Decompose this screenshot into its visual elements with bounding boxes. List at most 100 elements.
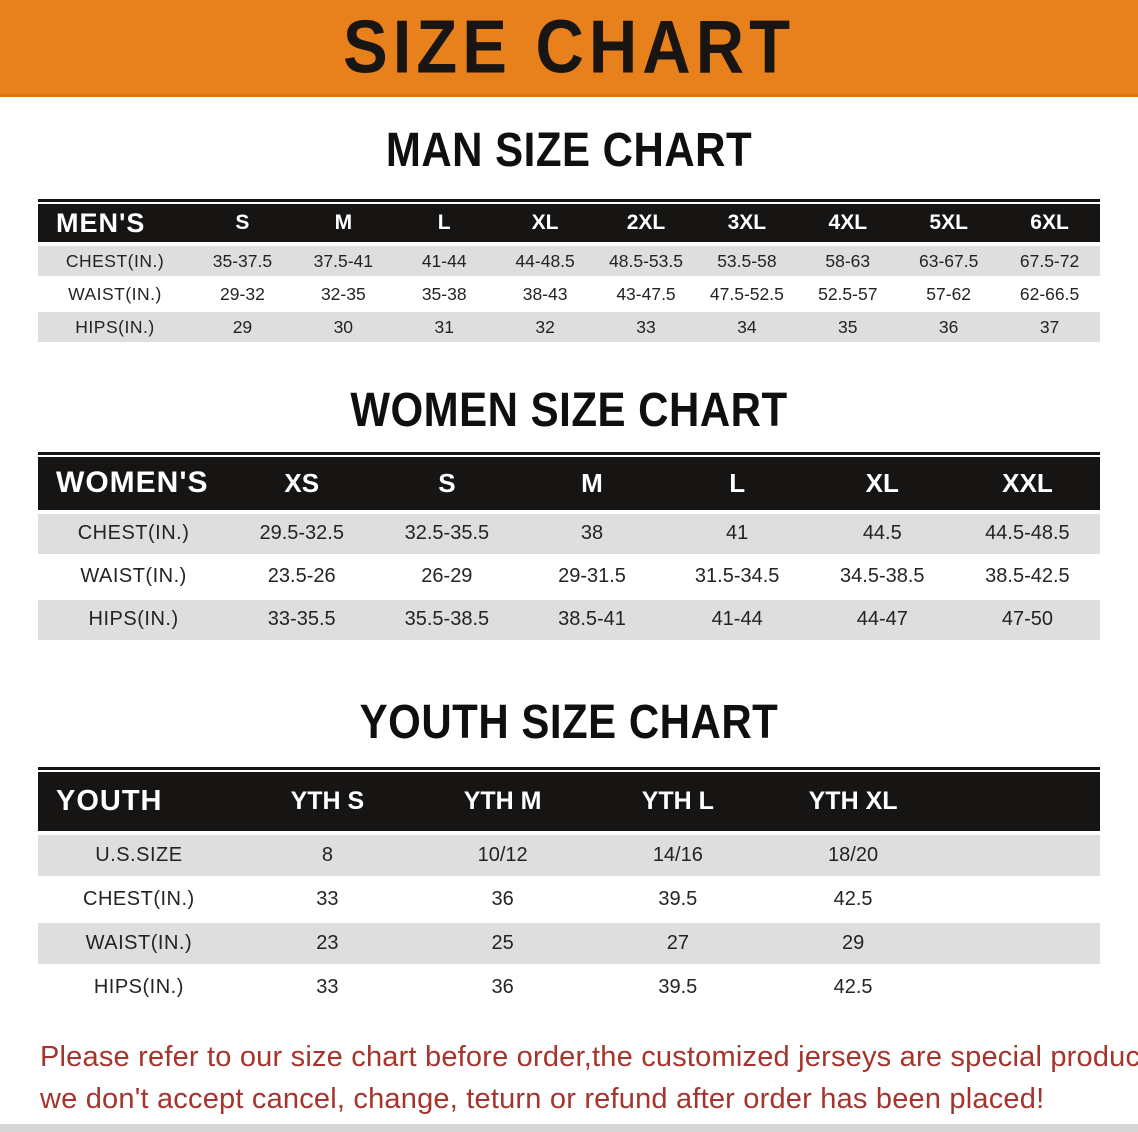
measurement-cell: 33 bbox=[239, 966, 415, 1011]
youth-size-section: YOUTH SIZE CHART YOUTH YTH S YTH M YTH L YTH… bbox=[0, 694, 1138, 1011]
measurement-cell: 38.5-41 bbox=[519, 599, 665, 643]
mens-table-wrap: MEN'S S M L XL 2XL 3XL 4XL 5XL 6XL CHEST(IN.) 35-37… bbox=[38, 199, 1100, 346]
measurement-cell: 35.5-38.5 bbox=[374, 599, 520, 643]
measurement-cell: 33 bbox=[595, 312, 697, 346]
size-column-header: M bbox=[292, 204, 394, 247]
measurement-cell: 52.5-57 bbox=[797, 279, 899, 313]
row-label: WAIST(IN.) bbox=[38, 279, 192, 313]
table-row: WAIST(IN.) 23 25 27 29 bbox=[38, 922, 1100, 967]
measurement-cell: 23.5-26 bbox=[229, 556, 375, 600]
size-column-header: S bbox=[374, 456, 520, 514]
measurement-cell: 53.5-58 bbox=[696, 246, 798, 280]
row-label: HIPS(IN.) bbox=[38, 312, 192, 346]
size-column-header: XXL bbox=[954, 456, 1100, 514]
measurement-cell: 37 bbox=[999, 312, 1100, 346]
measurement-cell: 29 bbox=[765, 922, 941, 967]
row-label: WAIST(IN.) bbox=[38, 922, 240, 967]
measurement-cell: 44-47 bbox=[809, 599, 955, 643]
table-row: HIPS(IN.) 29 30 31 32 33 34 35 36 37 bbox=[38, 312, 1100, 346]
table-header-row: MEN'S S M L XL 2XL 3XL 4XL 5XL 6XL bbox=[38, 204, 1100, 247]
table-row: U.S.SIZE 8 10/12 14/16 18/20 bbox=[38, 834, 1100, 879]
banner-title: SIZE CHART bbox=[343, 5, 795, 90]
size-chart-banner: SIZE CHART bbox=[0, 0, 1138, 97]
row-label: U.S.SIZE bbox=[38, 834, 240, 879]
measurement-cell: 41-44 bbox=[664, 599, 810, 643]
measurement-cell: 36 bbox=[415, 966, 591, 1011]
measurement-cell: 62-66.5 bbox=[999, 279, 1100, 313]
table-row: WAIST(IN.) 23.5-26 26-29 29-31.5 31.5-34.5 34… bbox=[38, 556, 1100, 600]
measurement-cell: 33-35.5 bbox=[229, 599, 375, 643]
measurement-cell: 36 bbox=[415, 878, 591, 923]
measurement-cell: 38 bbox=[519, 513, 665, 557]
measurement-cell: 57-62 bbox=[898, 279, 1000, 313]
row-label: HIPS(IN.) bbox=[38, 599, 230, 643]
measurement-cell: 32-35 bbox=[292, 279, 394, 313]
measurement-cell: 35-37.5 bbox=[191, 246, 293, 280]
measurement-cell: 41 bbox=[664, 513, 810, 557]
measurement-cell: 32.5-35.5 bbox=[374, 513, 520, 557]
women-size-section: WOMEN SIZE CHART WOMEN'S XS S M L XL XXL CHEST(… bbox=[0, 382, 1138, 643]
measurement-cell: 47.5-52.5 bbox=[696, 279, 798, 313]
measurement-cell: 44.5-48.5 bbox=[954, 513, 1100, 557]
table-row: HIPS(IN.) 33 36 39.5 42.5 bbox=[38, 966, 1100, 1011]
size-column-header: L bbox=[664, 456, 810, 514]
size-column-header: 5XL bbox=[898, 204, 1000, 247]
size-column-header: XS bbox=[229, 456, 375, 514]
size-column-header: L bbox=[393, 204, 495, 247]
measurement-cell: 38-43 bbox=[494, 279, 596, 313]
row-label: WAIST(IN.) bbox=[38, 556, 230, 600]
size-column-header: XL bbox=[809, 456, 955, 514]
measurement-cell: 44-48.5 bbox=[494, 246, 596, 280]
measurement-cell: 29-32 bbox=[191, 279, 293, 313]
measurement-cell: 29.5-32.5 bbox=[229, 513, 375, 557]
table-row: HIPS(IN.) 33-35.5 35.5-38.5 38.5-41 41-44 44-… bbox=[38, 599, 1100, 643]
youth-size-heading: YOUTH SIZE CHART bbox=[359, 693, 779, 749]
measurement-cell: 25 bbox=[415, 922, 591, 967]
table-header-row: YOUTH YTH S YTH M YTH L YTH XL bbox=[38, 771, 1100, 835]
measurement-cell: 47-50 bbox=[954, 599, 1100, 643]
measurement-cell: 26-29 bbox=[374, 556, 520, 600]
measurement-cell: 29-31.5 bbox=[519, 556, 665, 600]
measurement-cell: 42.5 bbox=[765, 966, 941, 1011]
size-column-header: YTH M bbox=[415, 771, 591, 835]
size-column-header: 3XL bbox=[696, 204, 798, 247]
mens-size-table: MEN'S S M L XL 2XL 3XL 4XL 5XL 6XL CHEST(IN.) 35-37… bbox=[38, 204, 1100, 346]
size-column-header: M bbox=[519, 456, 665, 514]
man-size-heading: MAN SIZE CHART bbox=[385, 122, 753, 177]
size-column-header: YTH XL bbox=[765, 771, 941, 835]
table-corner-label: YOUTH bbox=[38, 771, 240, 835]
measurement-cell: 31 bbox=[393, 312, 495, 346]
spacer-header bbox=[940, 771, 1100, 835]
spacer-cell bbox=[940, 922, 1100, 967]
measurement-cell: 48.5-53.5 bbox=[595, 246, 697, 280]
size-column-header: 2XL bbox=[595, 204, 697, 247]
women-size-heading: WOMEN SIZE CHART bbox=[350, 382, 788, 437]
measurement-cell: 18/20 bbox=[765, 834, 941, 879]
measurement-cell: 43-47.5 bbox=[595, 279, 697, 313]
measurement-cell: 29 bbox=[191, 312, 293, 346]
row-label: CHEST(IN.) bbox=[38, 513, 230, 557]
disclaimer-note: Please refer to our size chart before or… bbox=[40, 1036, 1138, 1120]
measurement-cell: 30 bbox=[292, 312, 394, 346]
table-row: CHEST(IN.) 29.5-32.5 32.5-35.5 38 41 44.5 44.5… bbox=[38, 513, 1100, 557]
measurement-cell: 39.5 bbox=[590, 966, 766, 1011]
measurement-cell: 33 bbox=[239, 878, 415, 923]
measurement-cell: 39.5 bbox=[590, 878, 766, 923]
table-header-row: WOMEN'S XS S M L XL XXL bbox=[38, 456, 1100, 514]
table-row: CHEST(IN.) 33 36 39.5 42.5 bbox=[38, 878, 1100, 923]
youth-table-wrap: YOUTH YTH S YTH M YTH L YTH XL U.S.SIZE 8 10/12… bbox=[38, 766, 1100, 1011]
measurement-cell: 10/12 bbox=[415, 834, 591, 879]
measurement-cell: 23 bbox=[239, 922, 415, 967]
spacer-cell bbox=[940, 878, 1100, 923]
size-column-header: XL bbox=[494, 204, 596, 247]
measurement-cell: 36 bbox=[898, 312, 1000, 346]
measurement-cell: 41-44 bbox=[393, 246, 495, 280]
table-row: CHEST(IN.) 35-37.5 37.5-41 41-44 44-48.5 48.5… bbox=[38, 246, 1100, 280]
womens-size-table: WOMEN'S XS S M L XL XXL CHEST(IN.) 29.5-32.5 32.5… bbox=[38, 456, 1100, 643]
measurement-cell: 27 bbox=[590, 922, 766, 967]
measurement-cell: 34.5-38.5 bbox=[809, 556, 955, 600]
disclaimer-line-1: Please refer to our size chart before or… bbox=[40, 1040, 1138, 1073]
measurement-cell: 38.5-42.5 bbox=[954, 556, 1100, 600]
spacer-cell bbox=[940, 966, 1100, 1011]
measurement-cell: 67.5-72 bbox=[999, 246, 1100, 280]
